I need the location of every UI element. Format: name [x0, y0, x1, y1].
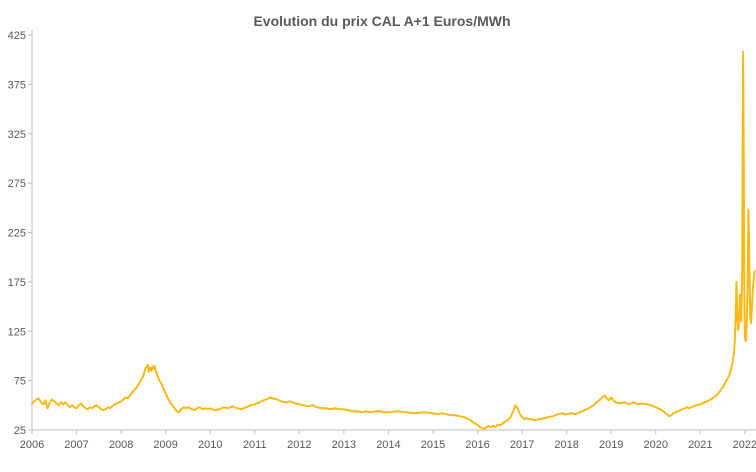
x-axis-tick-label: 2020 [644, 439, 668, 451]
x-axis-tick-label: 2016 [465, 439, 489, 451]
x-axis-tick-label: 2018 [554, 439, 578, 451]
x-axis-tick-label: 2015 [421, 439, 445, 451]
x-axis-tick-label: 2019 [599, 439, 623, 451]
y-axis-tick-label: 275 [8, 178, 26, 190]
x-axis-tick-label: 2021 [688, 439, 712, 451]
x-axis-tick-label: 2010 [198, 439, 222, 451]
y-axis-tick-label: 425 [8, 30, 26, 42]
x-axis-tick-label: 2009 [153, 439, 177, 451]
x-axis-tick-label: 2022 [733, 439, 756, 451]
x-axis-tick-label: 2008 [109, 439, 133, 451]
x-axis-tick-label: 2013 [332, 439, 356, 451]
x-axis-tick-label: 2006 [20, 439, 44, 451]
price-series [31, 50, 756, 431]
y-axis-tick-label: 25 [14, 425, 26, 437]
x-axis-tick-label: 2007 [64, 439, 88, 451]
y-axis-tick-label: 175 [8, 277, 26, 289]
y-axis-tick-label: 375 [8, 79, 26, 91]
chart-title: Evolution du prix CAL A+1 Euros/MWh [253, 13, 510, 29]
x-axis-tick-label: 2017 [510, 439, 534, 451]
price-line [31, 50, 756, 431]
x-axis-tick-label: 2011 [243, 439, 267, 451]
y-axis-tick-label: 225 [8, 228, 26, 240]
x-axis-tick-label: 2012 [287, 439, 311, 451]
axes: 25 75 125 175 225 275 325 375 425 2006 2007 2008 200… [8, 30, 756, 451]
y-axis-tick-label: 325 [8, 129, 26, 141]
y-axis-tick-label: 75 [14, 376, 26, 388]
x-axis-tick-label: 2014 [376, 439, 400, 451]
y-axis-tick-label: 125 [8, 326, 26, 338]
